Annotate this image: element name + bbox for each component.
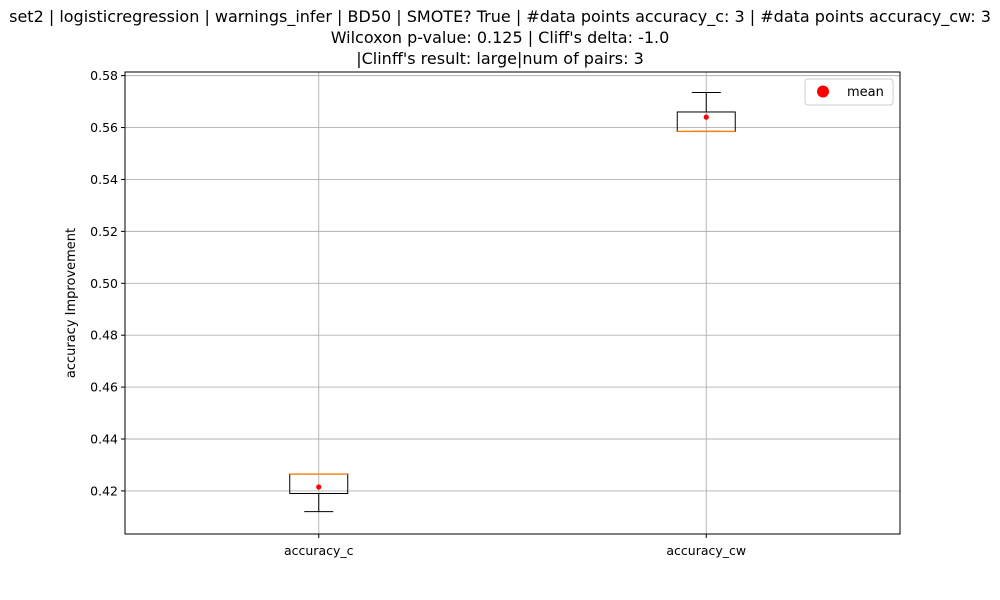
y-tick-label: 0.42	[90, 483, 118, 498]
box-plots	[289, 92, 736, 513]
y-axis-label: accuracy Improvement	[64, 228, 79, 378]
title-line-1: set2 | logisticregression | warnings_inf…	[9, 7, 991, 27]
mean-marker	[703, 114, 709, 120]
legend-frame	[804, 78, 894, 106]
y-tick-label: 0.50	[90, 276, 118, 291]
legend-mean-marker	[817, 85, 829, 98]
title-line-3: |Clinff's result: large|num of pairs: 3	[356, 49, 644, 68]
box-accuracy_cw	[676, 92, 736, 133]
box-accuracy_c	[289, 473, 349, 513]
y-tick-label: 0.48	[90, 328, 118, 343]
x-tick-label: accuracy_cw	[666, 543, 746, 558]
legend-mean-label: mean	[847, 85, 884, 100]
x-axis-ticks: accuracy_c accuracy_cw	[284, 534, 746, 558]
legend: mean	[804, 78, 894, 106]
y-tick-label: 0.54	[90, 172, 118, 187]
plot-area-frame	[124, 71, 901, 535]
x-tick-label: accuracy_c	[284, 543, 354, 558]
y-tick-label: 0.44	[90, 432, 118, 447]
y-tick-label: 0.56	[90, 120, 118, 135]
mean-marker	[316, 484, 322, 490]
y-axis-ticks: 0.42 0.44 0.46 0.48 0.50 0.52 0.54 0.56 0.58	[90, 68, 125, 498]
y-tick-label: 0.52	[90, 224, 118, 239]
chart-title: set2 | logisticregression | warnings_inf…	[9, 7, 991, 68]
y-tick-label: 0.46	[90, 380, 118, 395]
grid	[125, 72, 900, 534]
y-tick-label: 0.58	[90, 68, 118, 83]
title-line-2: Wilcoxon p-value: 0.125 | Cliff's delta:…	[331, 28, 670, 47]
